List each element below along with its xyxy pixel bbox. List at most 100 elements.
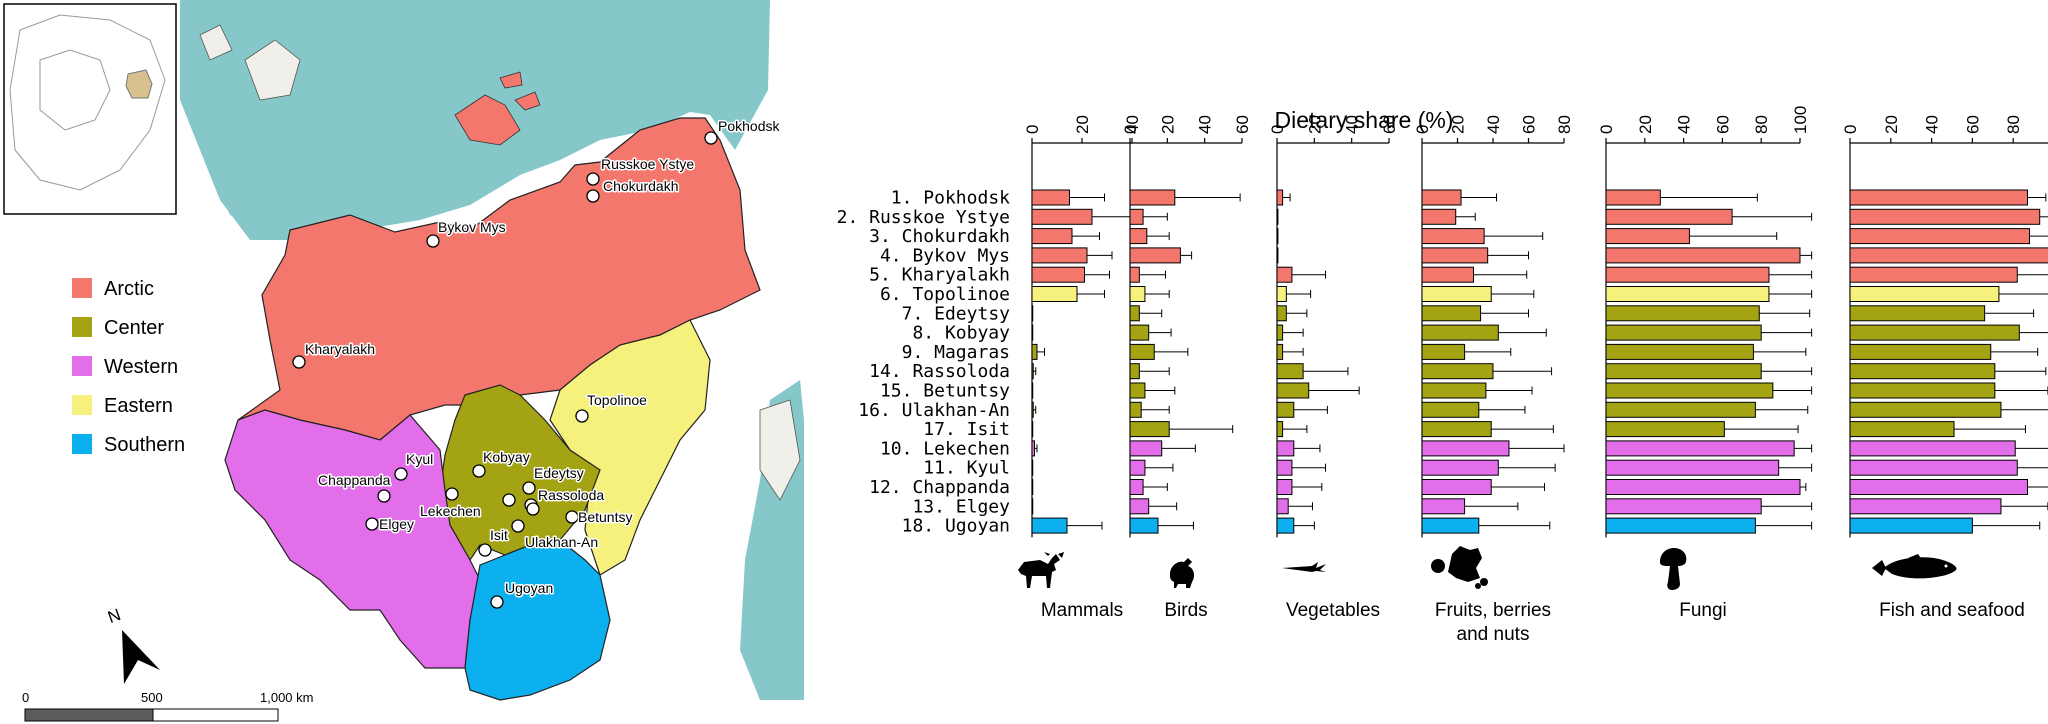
bar bbox=[1031, 208, 1093, 225]
place-label: Edeytsy bbox=[534, 465, 584, 481]
bar bbox=[1421, 208, 1457, 225]
tick-label: 20 bbox=[1073, 115, 1092, 134]
bar bbox=[1129, 459, 1146, 476]
scale-bar: 0 500 1,000 km bbox=[22, 690, 313, 722]
bar bbox=[1129, 324, 1150, 341]
site-label: 7. Edeytsy bbox=[902, 303, 1011, 324]
site-label: 13. Elgey bbox=[912, 496, 1010, 517]
scale-bar-light bbox=[152, 708, 279, 722]
inset-study-area bbox=[125, 69, 153, 99]
site-marker bbox=[478, 543, 492, 557]
site-label: 1. Pokhodsk bbox=[891, 188, 1010, 209]
bar bbox=[1421, 459, 1499, 476]
panel-label-line2: and nuts bbox=[1457, 624, 1530, 645]
bar bbox=[1129, 305, 1140, 322]
place-label: Russkoe Ystye bbox=[601, 156, 694, 172]
place-label: Rassoloda bbox=[538, 487, 604, 503]
bar bbox=[1421, 498, 1466, 515]
bar bbox=[1031, 266, 1085, 283]
study-area-map: Arctic Center Western Eastern Southern N 0 5… bbox=[3, 0, 804, 722]
place-label: Topolinoe bbox=[587, 392, 647, 408]
bar bbox=[1031, 189, 1070, 206]
bar bbox=[1849, 228, 2031, 245]
site-marker bbox=[522, 481, 536, 495]
bar bbox=[1129, 208, 1144, 225]
bar bbox=[1031, 228, 1073, 245]
place-label: Kyul bbox=[406, 451, 433, 467]
site-marker bbox=[426, 234, 440, 248]
place-label: Isit bbox=[490, 527, 508, 543]
bar bbox=[1849, 479, 2028, 495]
bar bbox=[1849, 440, 2016, 457]
bar bbox=[1031, 343, 1038, 360]
scale-end: 1,000 km bbox=[260, 690, 313, 705]
bar bbox=[1031, 286, 1078, 302]
panel-label: Mammals bbox=[1041, 600, 1123, 621]
bar bbox=[1421, 479, 1492, 495]
site-label: 16. Ulakhan-An bbox=[858, 400, 1010, 421]
fish-icon bbox=[1872, 554, 1957, 579]
site-label: 6. Topolinoe bbox=[880, 284, 1010, 305]
site-marker bbox=[472, 464, 486, 478]
bar bbox=[1031, 324, 1034, 341]
bar bbox=[1031, 401, 1034, 418]
tick-label: 100 bbox=[2045, 106, 2048, 134]
bar bbox=[1276, 382, 1310, 399]
bar bbox=[1605, 189, 1661, 206]
tick-label: 0 bbox=[1841, 125, 1860, 134]
bar bbox=[1605, 479, 1801, 495]
legend-label: Arctic bbox=[104, 278, 154, 300]
tick-label: 80 bbox=[1555, 115, 1574, 134]
panel-label: Vegetables bbox=[1286, 600, 1380, 621]
tick-label: 40 bbox=[1923, 115, 1942, 134]
panel-label-line1: Fruits, berries bbox=[1435, 600, 1551, 621]
bar bbox=[1276, 189, 1284, 206]
bar bbox=[1421, 247, 1489, 264]
bar bbox=[1129, 401, 1142, 418]
bar bbox=[1421, 421, 1492, 438]
legend-label: Western bbox=[104, 356, 178, 378]
bar bbox=[1276, 421, 1284, 438]
bar bbox=[1129, 517, 1159, 534]
map-legend: Arctic Center Western Eastern Southern bbox=[72, 278, 185, 456]
bar bbox=[1276, 479, 1293, 495]
tick-label: 20 bbox=[1158, 115, 1177, 134]
bar bbox=[1605, 440, 1795, 457]
bar bbox=[1031, 479, 1034, 495]
tick-label: 0 bbox=[1121, 125, 1140, 134]
site-label: 18. Ugoyan bbox=[902, 516, 1010, 537]
bar bbox=[1276, 286, 1287, 302]
place-label: Chokurdakh bbox=[603, 178, 679, 194]
bar bbox=[1849, 498, 2002, 515]
place-label: Chappanda bbox=[318, 472, 391, 488]
bar bbox=[1849, 189, 2028, 206]
bar bbox=[1129, 189, 1176, 206]
bar bbox=[1031, 247, 1088, 264]
tick-label: 60 bbox=[1713, 115, 1732, 134]
bar bbox=[1421, 266, 1474, 283]
bar bbox=[1849, 459, 2018, 476]
bar bbox=[1421, 286, 1492, 302]
tick-label: 0 bbox=[1413, 125, 1432, 134]
bar bbox=[1605, 286, 1770, 302]
site-marker bbox=[292, 355, 306, 369]
north-arrow: N bbox=[105, 605, 160, 684]
tick-label: 80 bbox=[2004, 115, 2023, 134]
place-label: Elgey bbox=[379, 516, 414, 532]
site-label: 2. Russkoe Ystye bbox=[837, 207, 1010, 228]
bar bbox=[1421, 324, 1499, 341]
bar bbox=[1605, 266, 1770, 283]
bar bbox=[1276, 208, 1279, 225]
place-label: Kobyay bbox=[483, 449, 530, 465]
bar bbox=[1031, 459, 1034, 476]
bar bbox=[1849, 401, 2002, 418]
region-western bbox=[224, 409, 481, 669]
site-marker bbox=[565, 510, 579, 524]
legend-swatch bbox=[72, 356, 92, 376]
bar bbox=[1129, 421, 1170, 438]
site-marker bbox=[575, 409, 589, 423]
tick-label: 40 bbox=[1343, 115, 1362, 134]
tick-label: 100 bbox=[1791, 106, 1810, 134]
bar bbox=[1605, 363, 1762, 380]
